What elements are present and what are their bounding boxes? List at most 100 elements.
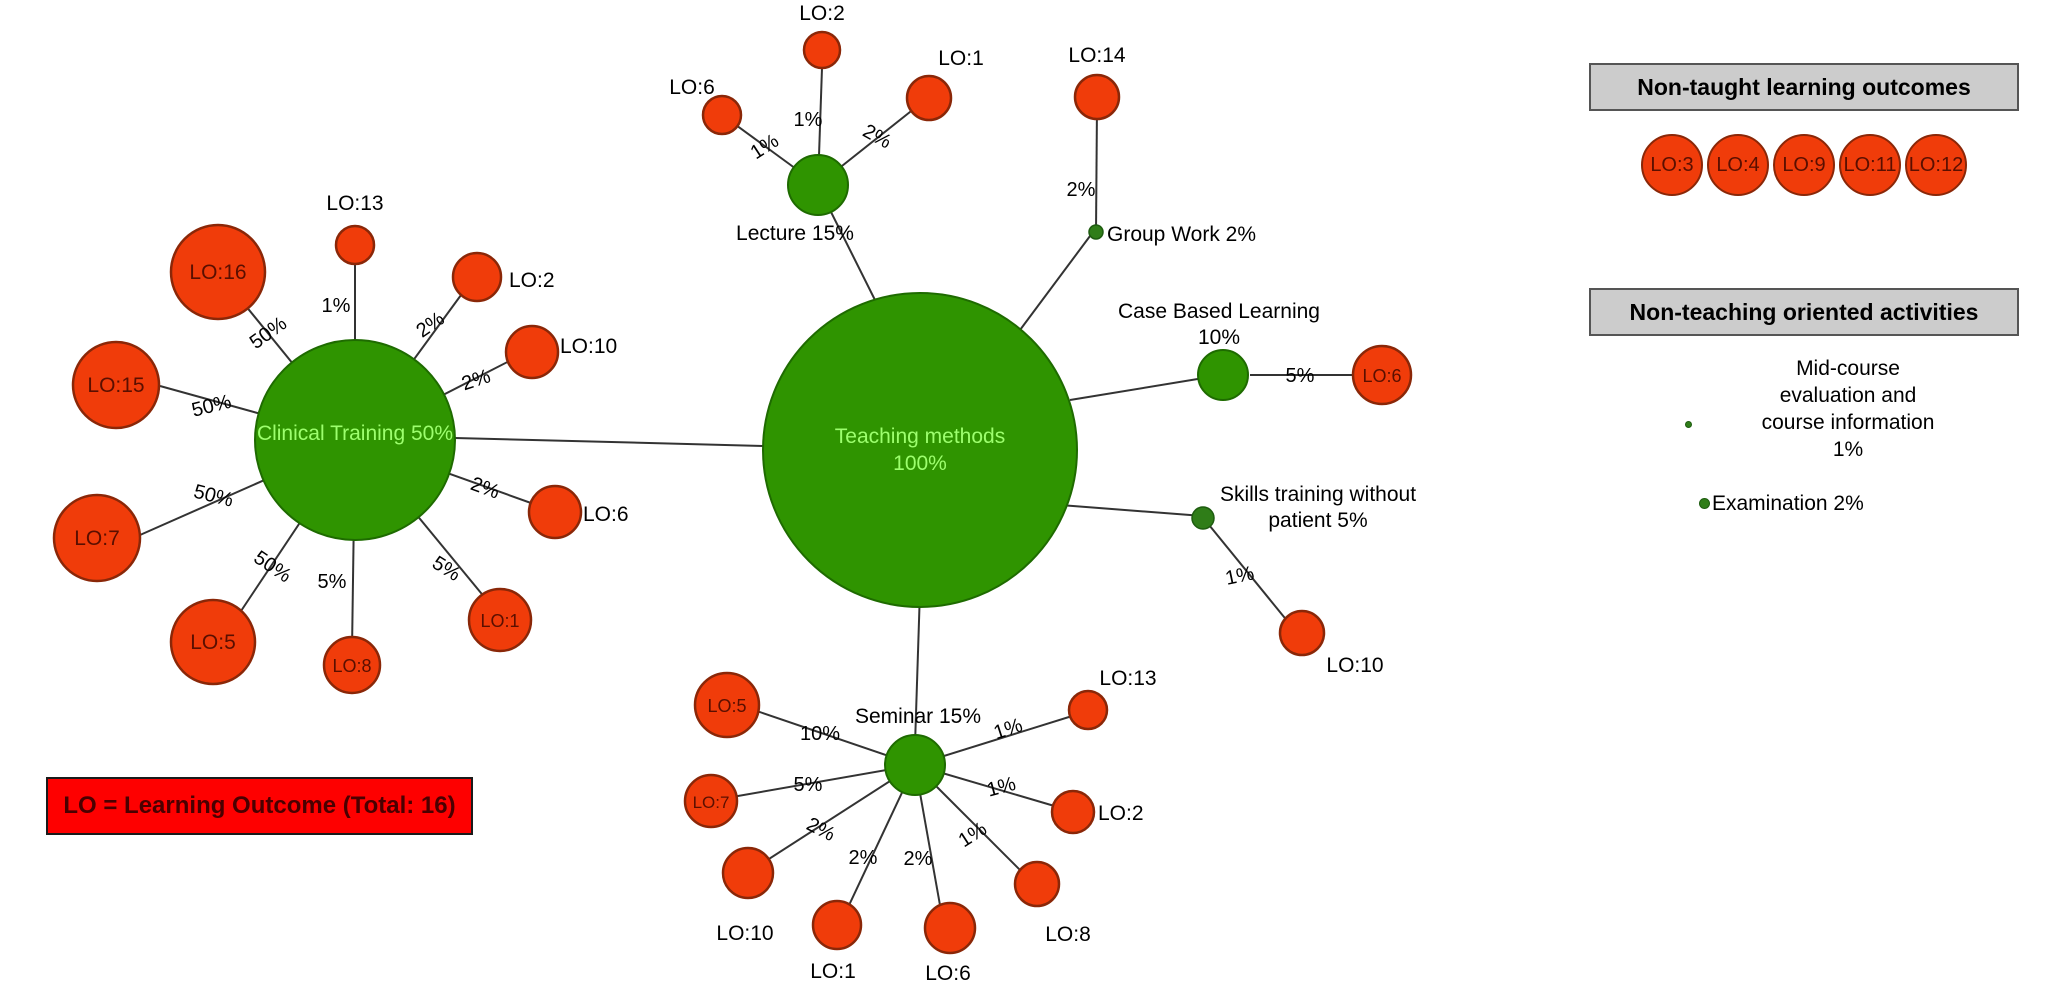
lo-label: LO:5 <box>707 696 746 716</box>
edge-pct-clinical-6: 2% <box>468 473 503 504</box>
lo-outer-label-seminar-2: LO:2 <box>1098 802 1144 825</box>
edge-pct-clinical-8: 5% <box>318 571 347 593</box>
non-taught-lo-chip[interactable]: LO:11 <box>1839 134 1901 196</box>
node-lo-skills-10[interactable] <box>1278 609 1326 657</box>
edge-pct-clinical-16: 50% <box>246 312 291 353</box>
node-lo-cbl-6[interactable]: LO:6 <box>1351 344 1413 406</box>
activity-dot-icon <box>1685 420 1692 428</box>
seminar-label: Seminar 15% <box>855 705 981 728</box>
activity-dot-icon <box>1699 498 1710 509</box>
lo-outer-label-clinical-13: LO:13 <box>326 192 383 215</box>
edge-pct-skills-10: 1% <box>1223 562 1256 590</box>
edge-center-skills <box>1059 504 1204 517</box>
node-lo-clinical-10[interactable] <box>504 324 560 380</box>
lo-label: LO:7 <box>693 793 730 812</box>
node-lo-seminar-5[interactable]: LO:5 <box>693 671 761 739</box>
edge-pct-seminar-2: 1% <box>985 773 1019 802</box>
activity-midcourse-evaluation[interactable]: Mid-course evaluation and course informa… <box>1685 355 2015 463</box>
edge-pct-clinical-5: 50% <box>250 547 296 588</box>
legend-non-taught-list: LO:3 LO:4 LO:9 LO:11 LO:12 <box>1589 134 2019 196</box>
node-lo-clinical-13[interactable] <box>334 224 376 266</box>
node-group-work[interactable] <box>1088 224 1104 240</box>
node-lo-lecture-2[interactable] <box>802 30 842 70</box>
node-lo-seminar-8[interactable] <box>1013 860 1061 908</box>
node-lo-seminar-10[interactable] <box>721 846 775 900</box>
edge-groupwork-lo14 <box>1095 104 1098 233</box>
lo-chip-label: LO:11 <box>1843 153 1897 176</box>
non-taught-lo-chip[interactable]: LO:4 <box>1707 134 1769 196</box>
cbl-label-line1: Case Based Learning <box>1118 300 1320 323</box>
node-lo-clinical-8[interactable]: LO:8 <box>322 635 382 695</box>
legend-non-teaching-list: Mid-course evaluation and course informa… <box>1589 355 2019 515</box>
lo-outer-label-skills-10: LO:10 <box>1326 654 1383 677</box>
edge-pct-seminar-8: 1% <box>955 818 991 852</box>
edge-center-seminar <box>914 589 921 746</box>
activity-label: Mid-course evaluation and course informa… <box>1698 355 1998 463</box>
node-clinical-training[interactable]: Clinical Training 50% <box>254 339 456 541</box>
cluster-skills-training: Skills training without patient 5% LO:10… <box>1191 483 1416 677</box>
activity-line-2: evaluation and <box>1779 384 1917 407</box>
node-lo-clinical-16[interactable]: LO:16 <box>169 223 267 321</box>
legend-non-taught-header: Non-taught learning outcomes <box>1589 63 2019 111</box>
lo-chip-label: LO:3 <box>1650 153 1694 176</box>
node-lo-clinical-15[interactable]: LO:15 <box>71 340 161 430</box>
edge-pct-seminar-5: 10% <box>800 723 840 745</box>
legend-non-teaching-header: Non-teaching oriented activities <box>1589 288 2019 336</box>
node-lo-lecture-6[interactable] <box>701 94 743 136</box>
node-lo-groupwork-14[interactable] <box>1073 73 1121 121</box>
cluster-clinical-training: Clinical Training 50% LO:16 50% LO:15 50… <box>52 192 629 695</box>
non-taught-lo-chip[interactable]: LO:3 <box>1641 134 1703 196</box>
edge-pct-lecture-2: 1% <box>794 109 823 131</box>
lo-label: LO:7 <box>74 527 120 550</box>
node-skills-training[interactable] <box>1191 506 1215 530</box>
node-seminar[interactable] <box>884 734 946 796</box>
edge-pct-lecture-6: 1% <box>747 130 783 164</box>
edge-pct-clinical-1: 5% <box>428 552 464 586</box>
lo-outer-label-lecture-2: LO:2 <box>799 2 845 25</box>
lo-label: LO:5 <box>190 631 236 654</box>
non-taught-lo-chip[interactable]: LO:12 <box>1905 134 1967 196</box>
cluster-case-based-learning: Case Based Learning 10% LO:6 5% <box>1118 300 1413 406</box>
node-lo-clinical-5[interactable]: LO:5 <box>169 598 257 686</box>
node-lo-seminar-1[interactable] <box>811 899 863 951</box>
lo-outer-label-clinical-6: LO:6 <box>583 503 629 526</box>
node-lo-seminar-6[interactable] <box>923 901 977 955</box>
edge-skills-lo10 <box>1204 519 1294 629</box>
node-lo-seminar-2[interactable] <box>1050 789 1096 835</box>
node-lo-clinical-1[interactable]: LO:1 <box>467 587 533 653</box>
edge-pct-clinical-7: 50% <box>191 481 235 512</box>
lo-outer-label-clinical-10: LO:10 <box>560 335 617 358</box>
node-lo-seminar-13[interactable] <box>1067 689 1109 731</box>
lo-outer-label-clinical-2: LO:2 <box>509 269 555 292</box>
edge-pct-cbl-6: 5% <box>1286 365 1315 387</box>
edge-center-groupwork <box>1019 231 1094 331</box>
edge-seminar-lo7 <box>714 764 916 801</box>
non-taught-lo-chip[interactable]: LO:9 <box>1773 134 1835 196</box>
legend-lo-text: LO = Learning Outcome (Total: 16) <box>63 792 456 819</box>
lo-outer-label-seminar-13: LO:13 <box>1099 667 1156 690</box>
edge-pct-seminar-6: 2% <box>904 848 933 870</box>
cluster-seminar: Seminar 15% LO:5 10% LO:7 5% LO:10 2% <box>683 667 1157 985</box>
group-work-label: Group Work 2% <box>1107 223 1256 246</box>
activity-line-1: Mid-course <box>1796 357 1900 380</box>
node-lo-seminar-7[interactable]: LO:7 <box>683 773 739 829</box>
node-lo-lecture-1[interactable] <box>905 74 953 122</box>
node-lo-clinical-6[interactable] <box>527 484 583 540</box>
lo-chip-label: LO:4 <box>1716 153 1760 176</box>
lo-outer-label-lecture-1: LO:1 <box>938 47 984 70</box>
lo-chip-label: LO:12 <box>1908 153 1964 176</box>
node-lo-clinical-2[interactable] <box>451 251 503 303</box>
node-lecture[interactable] <box>787 154 849 216</box>
skills-label-line1: Skills training without <box>1220 483 1416 506</box>
node-case-based-learning[interactable] <box>1197 349 1249 401</box>
activity-line-4: 1% <box>1832 438 1864 461</box>
lo-label: LO:16 <box>189 261 246 284</box>
lo-outer-label-seminar-8: LO:8 <box>1045 923 1091 946</box>
activity-line-3: course information <box>1761 411 1935 434</box>
node-teaching-methods[interactable]: Teaching methods 100% <box>762 292 1078 608</box>
cluster-group-work: Group Work 2% LO:14 2% <box>1067 44 1256 246</box>
lo-outer-label-lecture-6: LO:6 <box>669 76 715 99</box>
node-lo-clinical-7[interactable]: LO:7 <box>52 493 142 583</box>
activity-examination[interactable]: Examination 2% <box>1699 490 1864 517</box>
lo-outer-label-seminar-1: LO:1 <box>810 960 856 983</box>
